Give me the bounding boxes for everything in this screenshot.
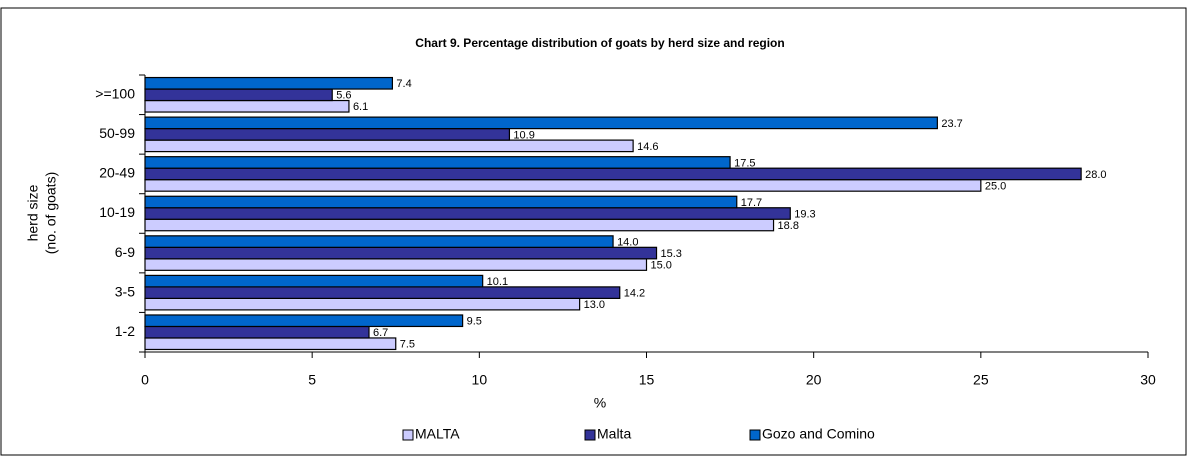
legend-swatch: [749, 429, 761, 441]
bar: [144, 207, 791, 220]
y-tick-label: 1-2: [115, 323, 135, 339]
bar: [144, 314, 464, 328]
y-tick-label: 50-99: [99, 125, 135, 141]
value-label: 14.2: [624, 288, 645, 300]
y-tick-label: 20-49: [99, 165, 135, 181]
legend-swatch: [402, 429, 414, 441]
x-tick-label: 5: [308, 372, 316, 388]
bar: [144, 325, 370, 339]
y-tick-label: 6-9: [115, 244, 135, 260]
bar: [144, 167, 1082, 181]
chart-frame: [0, 7, 1187, 456]
value-label: 7.5: [400, 339, 415, 351]
value-label: 6.7: [373, 327, 388, 339]
y-tick-label: 10-19: [99, 204, 135, 220]
bar: [144, 76, 394, 90]
bar: [144, 246, 658, 260]
value-label: 18.8: [778, 220, 799, 232]
legend-label: Malta: [597, 426, 631, 442]
bar: [144, 258, 648, 271]
bar: [144, 179, 982, 192]
value-label: 23.7: [941, 118, 962, 130]
bar: [144, 297, 581, 311]
legend-label: MALTA: [415, 426, 460, 442]
value-label: 25.0: [985, 180, 1006, 192]
value-label: 10.9: [513, 129, 534, 141]
value-label: 10.1: [487, 276, 508, 288]
bar: [144, 139, 634, 153]
bar: [144, 235, 614, 248]
y-axis-label: herd size (no. of goats): [25, 172, 59, 255]
bar: [144, 274, 484, 288]
bar: [144, 337, 397, 351]
bar: [144, 195, 738, 209]
bar: [144, 286, 621, 299]
legend-swatch: [584, 429, 596, 441]
legend-label: Gozo and Comino: [762, 426, 875, 442]
value-label: 17.7: [741, 197, 762, 209]
bar: [144, 218, 775, 232]
x-tick-label: 15: [639, 372, 655, 388]
bar: [144, 116, 938, 130]
value-label: 14.6: [637, 141, 658, 153]
value-label: 7.4: [396, 78, 411, 90]
bar: [144, 156, 731, 169]
value-label: 13.0: [584, 299, 605, 311]
x-tick-label: 20: [806, 372, 822, 388]
value-label: 6.1: [353, 101, 368, 113]
y-axis-label-line: herd size: [25, 184, 41, 241]
bar: [144, 88, 333, 102]
bar: [144, 99, 350, 113]
value-label: 9.5: [467, 316, 482, 328]
chart-title: Chart 9. Percentage distribution of goat…: [415, 36, 784, 50]
y-tick-label: 3-5: [115, 283, 135, 299]
x-axis-label: %: [594, 395, 606, 411]
y-axis-label-line: (no. of goats): [43, 172, 59, 255]
value-label: 28.0: [1085, 169, 1106, 181]
value-label: 15.0: [651, 259, 672, 271]
x-tick-label: 10: [472, 372, 488, 388]
value-label: 17.5: [734, 157, 755, 169]
x-tick-label: 25: [973, 372, 989, 388]
value-label: 5.6: [336, 90, 351, 102]
y-tick-label: >=100: [95, 85, 135, 101]
value-label: 14.0: [617, 236, 638, 248]
value-label: 19.3: [794, 208, 815, 220]
bar: [144, 128, 511, 141]
value-label: 15.3: [661, 248, 682, 260]
x-tick-label: 0: [141, 372, 149, 388]
x-tick-label: 30: [1140, 372, 1156, 388]
